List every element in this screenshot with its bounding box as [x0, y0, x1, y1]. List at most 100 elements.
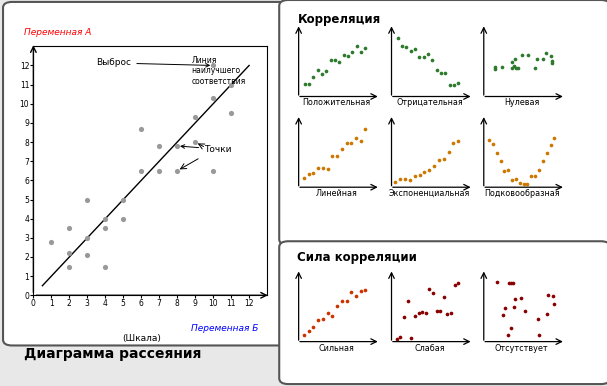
Point — [154, 168, 164, 174]
Point — [323, 310, 333, 316]
Point — [401, 44, 411, 50]
Point — [208, 63, 218, 69]
Point — [492, 150, 501, 156]
Point — [453, 80, 463, 86]
Point — [83, 196, 92, 203]
Point — [506, 325, 515, 331]
Point — [434, 157, 444, 163]
Point — [172, 143, 182, 149]
Point — [322, 68, 331, 74]
Point — [497, 64, 507, 70]
Point — [83, 235, 92, 241]
Point — [507, 177, 517, 183]
Point — [511, 176, 521, 182]
Point — [334, 59, 344, 65]
Point — [530, 65, 540, 71]
Point — [304, 171, 314, 177]
Point — [439, 156, 449, 163]
Text: Слабая: Слабая — [414, 344, 445, 352]
Point — [313, 165, 323, 171]
Point — [348, 49, 358, 55]
Point — [496, 157, 506, 164]
Point — [332, 303, 342, 310]
Point — [484, 137, 494, 143]
Point — [393, 35, 402, 41]
Point — [538, 56, 548, 62]
Point — [432, 67, 441, 73]
Point — [449, 82, 459, 88]
Point — [532, 56, 542, 62]
Point — [444, 149, 453, 156]
Point — [509, 63, 519, 69]
Point — [300, 81, 310, 88]
Point — [172, 168, 182, 174]
Point — [511, 64, 521, 71]
Point — [526, 173, 536, 179]
Point — [407, 335, 416, 342]
Point — [492, 279, 502, 286]
Point — [390, 179, 400, 185]
Point — [506, 280, 516, 286]
Point — [343, 52, 353, 59]
Point — [515, 180, 524, 186]
Point — [299, 332, 309, 338]
Text: Отсутствует: Отсутствует — [495, 344, 549, 352]
Point — [191, 114, 200, 120]
Text: Нулевая: Нулевая — [504, 98, 540, 107]
Point — [523, 181, 532, 187]
Point — [330, 58, 340, 64]
Text: Переменная А: Переменная А — [24, 28, 92, 37]
Point — [500, 305, 509, 311]
Point — [154, 143, 164, 149]
Point — [520, 308, 530, 314]
Point — [410, 173, 419, 179]
Text: Отрицательная: Отрицательная — [396, 98, 463, 107]
Point — [347, 289, 356, 295]
Point — [534, 167, 544, 173]
Point — [339, 52, 348, 58]
Point — [308, 169, 318, 176]
Point — [421, 310, 430, 317]
Text: (Шкала): (Шкала) — [122, 334, 161, 343]
Point — [137, 168, 146, 174]
Point — [428, 290, 438, 296]
Point — [326, 58, 336, 64]
Point — [543, 291, 553, 298]
Point — [417, 309, 427, 315]
Point — [548, 293, 557, 299]
Point — [509, 304, 519, 310]
Point — [546, 53, 555, 59]
Point — [435, 308, 445, 314]
Point — [317, 71, 327, 78]
Point — [100, 216, 110, 222]
Text: Точки: Точки — [181, 145, 232, 154]
Point — [490, 66, 500, 72]
Point — [347, 140, 356, 146]
Point — [427, 57, 437, 63]
Point — [399, 313, 409, 320]
Point — [415, 172, 424, 178]
Point — [449, 141, 458, 147]
Point — [436, 70, 446, 76]
Point — [413, 310, 423, 316]
Point — [118, 216, 128, 222]
Point — [332, 153, 342, 159]
Point — [490, 64, 500, 70]
Point — [531, 173, 540, 179]
Point — [405, 48, 415, 54]
Point — [503, 167, 513, 173]
Point — [547, 59, 557, 66]
Point — [507, 65, 517, 71]
Point — [208, 168, 218, 174]
Point — [500, 168, 509, 174]
Point — [516, 295, 526, 301]
Point — [542, 150, 552, 156]
Point — [64, 250, 74, 256]
Text: Переменная Б: Переменная Б — [191, 324, 258, 333]
Point — [503, 332, 513, 338]
Text: Корреляция: Корреляция — [297, 13, 381, 26]
Point — [541, 50, 551, 56]
Point — [337, 146, 347, 152]
Point — [510, 56, 520, 62]
Point — [313, 317, 323, 323]
